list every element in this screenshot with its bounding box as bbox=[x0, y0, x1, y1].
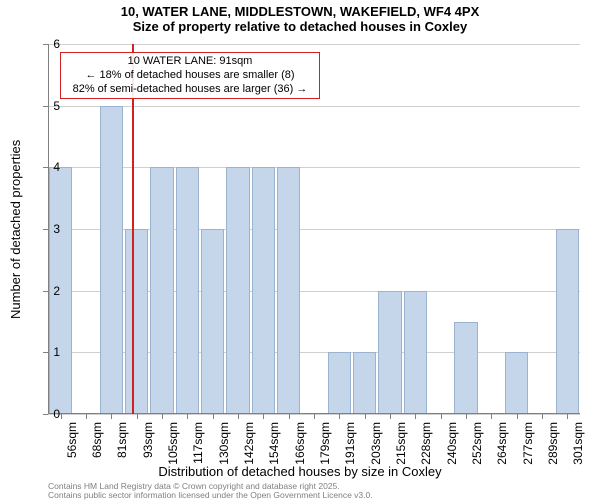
x-tick-label: 215sqm bbox=[394, 422, 408, 465]
x-tick-mark bbox=[567, 414, 568, 419]
x-tick-label: 105sqm bbox=[166, 422, 180, 465]
gridline-h bbox=[48, 167, 580, 168]
x-axis-title: Distribution of detached houses by size … bbox=[0, 464, 600, 479]
title-line-2: Size of property relative to detached ho… bbox=[0, 19, 600, 34]
histogram-bar bbox=[201, 229, 224, 414]
x-tick-label: 142sqm bbox=[242, 422, 256, 465]
histogram-bar bbox=[277, 167, 300, 414]
x-tick-label: 203sqm bbox=[369, 422, 383, 465]
x-tick-label: 277sqm bbox=[521, 422, 535, 465]
chart-title-block: 10, WATER LANE, MIDDLESTOWN, WAKEFIELD, … bbox=[0, 0, 600, 34]
histogram-bar bbox=[378, 291, 401, 414]
credits-block: Contains HM Land Registry data © Crown c… bbox=[48, 482, 373, 499]
histogram-bar bbox=[353, 352, 376, 414]
histogram-bar bbox=[226, 167, 249, 414]
x-tick-mark bbox=[491, 414, 492, 419]
title-line-1: 10, WATER LANE, MIDDLESTOWN, WAKEFIELD, … bbox=[0, 4, 600, 19]
x-tick-label: 191sqm bbox=[343, 422, 357, 465]
credits-line-2: Contains public sector information licen… bbox=[48, 491, 373, 500]
y-tick-label: 2 bbox=[42, 284, 60, 298]
gridline-h bbox=[48, 44, 580, 45]
histogram-bar bbox=[125, 229, 148, 414]
x-tick-label: 252sqm bbox=[470, 422, 484, 465]
callout-line-3: 82% of semi-detached houses are larger (… bbox=[67, 83, 313, 97]
x-tick-mark bbox=[466, 414, 467, 419]
x-tick-mark bbox=[137, 414, 138, 419]
y-tick-label: 4 bbox=[42, 160, 60, 174]
histogram-bar bbox=[176, 167, 199, 414]
gridline-h bbox=[48, 106, 580, 107]
x-tick-mark bbox=[162, 414, 163, 419]
x-tick-label: 81sqm bbox=[115, 422, 129, 458]
histogram-bar bbox=[556, 229, 579, 414]
histogram-bar bbox=[100, 106, 123, 414]
marker-callout: 10 WATER LANE: 91sqm← 18% of detached ho… bbox=[60, 52, 320, 99]
histogram-bar bbox=[404, 291, 427, 414]
x-tick-label: 264sqm bbox=[495, 422, 509, 465]
x-tick-label: 289sqm bbox=[546, 422, 560, 465]
x-tick-mark bbox=[365, 414, 366, 419]
x-tick-mark bbox=[314, 414, 315, 419]
histogram-bar bbox=[252, 167, 275, 414]
x-tick-mark bbox=[415, 414, 416, 419]
x-tick-mark bbox=[238, 414, 239, 419]
y-tick-label: 0 bbox=[42, 407, 60, 421]
x-tick-mark bbox=[263, 414, 264, 419]
x-tick-label: 117sqm bbox=[191, 422, 205, 464]
x-tick-mark bbox=[213, 414, 214, 419]
x-tick-mark bbox=[111, 414, 112, 419]
x-tick-label: 56sqm bbox=[65, 422, 79, 458]
y-tick-label: 5 bbox=[42, 99, 60, 113]
x-tick-label: 130sqm bbox=[217, 422, 231, 465]
x-tick-mark bbox=[86, 414, 87, 419]
x-tick-mark bbox=[517, 414, 518, 419]
y-axis-title: Number of detached properties bbox=[8, 139, 23, 318]
x-tick-mark bbox=[187, 414, 188, 419]
y-tick-label: 1 bbox=[42, 345, 60, 359]
x-tick-label: 68sqm bbox=[90, 422, 104, 458]
histogram-bar bbox=[505, 352, 528, 414]
marker-line bbox=[132, 44, 134, 414]
x-tick-label: 93sqm bbox=[141, 422, 155, 458]
histogram-bar bbox=[328, 352, 351, 414]
x-tick-mark bbox=[390, 414, 391, 419]
x-tick-label: 166sqm bbox=[293, 422, 307, 465]
x-tick-mark bbox=[339, 414, 340, 419]
histogram-bar bbox=[454, 322, 477, 415]
callout-line-1: 10 WATER LANE: 91sqm bbox=[67, 55, 313, 69]
x-tick-mark bbox=[61, 414, 62, 419]
x-axis-line bbox=[48, 413, 580, 414]
x-tick-mark bbox=[542, 414, 543, 419]
x-tick-label: 154sqm bbox=[267, 422, 281, 465]
x-tick-mark bbox=[289, 414, 290, 419]
y-tick-label: 6 bbox=[42, 37, 60, 51]
x-tick-label: 240sqm bbox=[445, 422, 459, 465]
y-tick-label: 3 bbox=[42, 222, 60, 236]
x-tick-mark bbox=[441, 414, 442, 419]
callout-line-2: ← 18% of detached houses are smaller (8) bbox=[67, 69, 313, 83]
x-tick-label: 228sqm bbox=[419, 422, 433, 465]
histogram-bar bbox=[150, 167, 173, 414]
chart-plot-area bbox=[48, 44, 580, 414]
x-tick-label: 301sqm bbox=[571, 422, 585, 465]
plot-region bbox=[48, 44, 580, 414]
x-tick-label: 179sqm bbox=[318, 422, 332, 465]
